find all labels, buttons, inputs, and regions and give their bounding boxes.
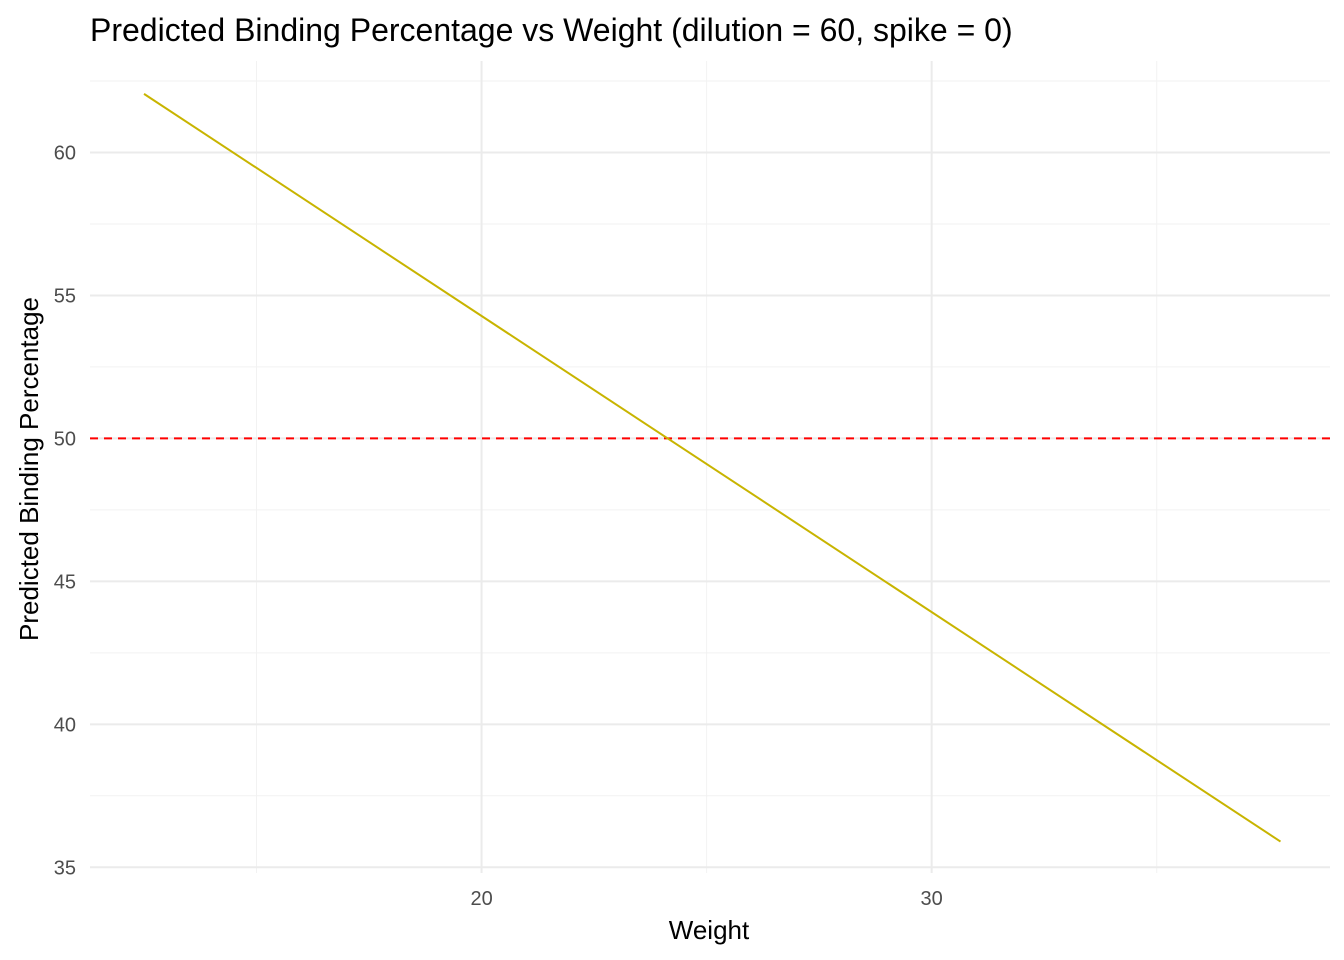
y-tick-label: 55 xyxy=(54,285,76,307)
y-tick-label: 35 xyxy=(54,857,76,879)
y-axis-title: Predicted Binding Percentage xyxy=(14,297,44,641)
chart-title: Predicted Binding Percentage vs Weight (… xyxy=(90,12,1013,48)
x-tick-label: 20 xyxy=(470,888,492,910)
major-gridlines xyxy=(90,61,1330,873)
y-tick-label: 50 xyxy=(54,428,76,450)
x-tick-label: 30 xyxy=(921,888,943,910)
tick-labels: 20 30 35 40 45 50 55 60 xyxy=(54,142,943,910)
x-axis-title: Weight xyxy=(669,915,750,945)
y-tick-label: 60 xyxy=(54,142,76,164)
y-tick-label: 40 xyxy=(54,714,76,736)
series-line-0 xyxy=(143,93,1282,843)
y-tick-label: 45 xyxy=(54,571,76,593)
minor-gridlines xyxy=(90,61,1330,873)
data-series xyxy=(143,93,1282,843)
